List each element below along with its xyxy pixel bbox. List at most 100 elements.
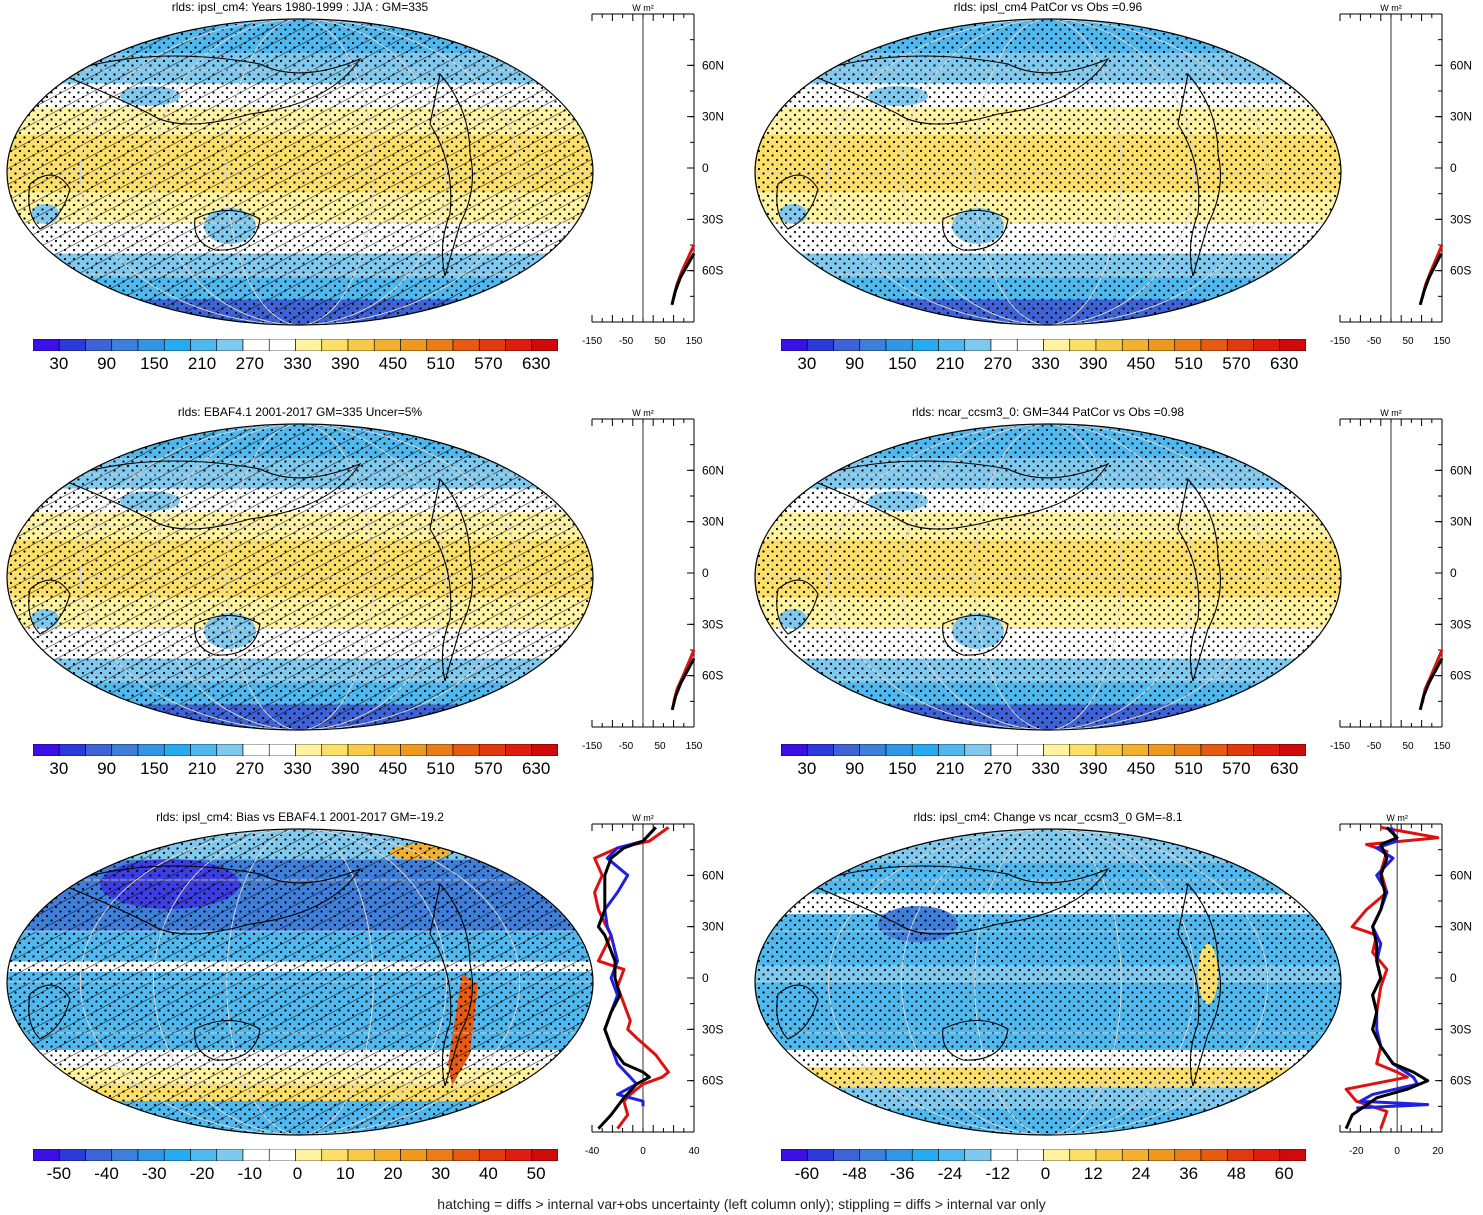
map-title: rlds: ipsl_cm4: Change vs ncar_ccsm3_0 G… <box>913 810 1183 824</box>
colorbar-label: 330 <box>1031 759 1060 778</box>
colorbar-cell <box>1226 339 1254 351</box>
colorbar-cell <box>859 1149 887 1161</box>
colorbar-cell <box>1279 1149 1306 1161</box>
colorbar-label: -48 <box>842 1164 867 1183</box>
world-map <box>754 18 1342 326</box>
profile-xtick-label: -150 <box>1330 741 1350 752</box>
colorbar-label: 60 <box>1274 1164 1294 1183</box>
map-title: rlds: ipsl_cm4: Bias vs EBAF4.1 2001-201… <box>156 810 444 824</box>
zonal-mean-profile: -150 -50 50 150 60N 30N 0 30S 60S W m² <box>582 3 724 347</box>
profile-lat-label: 60N <box>1450 868 1472 882</box>
colorbar-label: 210 <box>187 759 217 778</box>
colorbar-cell <box>806 1149 834 1161</box>
colorbar-cell <box>137 339 165 351</box>
colorbar-cell <box>216 339 244 351</box>
profile-xtick-label: -50 <box>619 741 634 752</box>
colorbar-cell <box>347 339 375 351</box>
profile-lat-label: 0 <box>1450 971 1457 985</box>
profile-unit-label: W m² <box>632 408 654 418</box>
colorbar-cell <box>1253 339 1281 351</box>
colorbar-cell <box>505 339 533 351</box>
profile-lat-label: 30N <box>1450 110 1472 124</box>
profile-xtick-label: -50 <box>1367 741 1382 752</box>
colorbar-cell <box>1253 1149 1281 1161</box>
colorbar-label: 450 <box>1126 759 1156 778</box>
colorbar-cell <box>1174 1149 1202 1161</box>
profile-lat-label: 30S <box>702 212 723 226</box>
colorbar-cell <box>321 1149 349 1161</box>
panel-ipsl-change: rlds: ipsl_cm4: Change vs ncar_ccsm3_0 G… <box>748 810 1483 1215</box>
profile-xtick-label: -150 <box>1330 336 1350 347</box>
longitude-gridline <box>79 424 521 730</box>
colorbar-cell <box>885 744 913 756</box>
colorbar-cell <box>859 744 887 756</box>
longitude-gridline <box>79 829 521 1135</box>
coastline <box>776 579 819 635</box>
colorbar-cell <box>190 1149 218 1161</box>
colorbar-label: -24 <box>937 1164 963 1183</box>
colorbar-cell <box>1095 744 1123 756</box>
coastline <box>194 615 261 656</box>
profile-series-line <box>1356 826 1430 1110</box>
colorbar-label: 90 <box>845 354 865 373</box>
profile-lat-label: 30N <box>1450 920 1472 934</box>
stippling <box>755 19 1341 325</box>
colorbar-cell <box>452 339 480 351</box>
colorbar-cell <box>806 744 834 756</box>
colorbar-cell <box>1016 1149 1044 1161</box>
coastline <box>1177 477 1221 682</box>
colorbar-cell <box>1200 339 1228 351</box>
colorbar-cell <box>478 744 506 756</box>
colorbar-cell <box>400 744 428 756</box>
longitude-gridline <box>827 424 1269 730</box>
colorbar-cell <box>990 1149 1018 1161</box>
colorbar-cell <box>85 1149 113 1161</box>
colorbar-labels: 30 90 150 210 270 330 390 450 510 570 630 <box>781 354 1306 378</box>
colorbar-cell <box>911 339 939 351</box>
profile-series-line <box>1344 826 1430 1130</box>
colorbar-cell <box>242 744 270 756</box>
colorbar-cell <box>1043 1149 1071 1161</box>
colorbar-cell <box>268 1149 296 1161</box>
profile-lat-label: 60S <box>1450 1074 1471 1088</box>
panel-ipsl-patcor: rlds: ipsl_cm4 PatCor vs Obs =0.96 30 90 1… <box>748 0 1483 405</box>
map-border <box>754 18 1342 326</box>
longitude-gridline <box>226 829 374 1135</box>
world-map <box>754 423 1342 731</box>
colorbar-cell <box>1174 744 1202 756</box>
colorbar-label: 20 <box>383 1164 403 1183</box>
map-field <box>755 424 1341 730</box>
profile-lat-label: 30N <box>1450 515 1472 529</box>
colorbar-cell <box>1043 339 1071 351</box>
colorbar-cell <box>531 1149 558 1161</box>
colorbar-cell <box>833 744 861 756</box>
colorbar-label: 90 <box>97 759 117 778</box>
profile-lat-label: 60N <box>1450 58 1472 72</box>
stippling <box>755 829 1341 1135</box>
profile-xtick-label: 0 <box>640 1146 646 1157</box>
colorbar-label: 270 <box>235 759 264 778</box>
profile-lat-label: 60S <box>702 1074 723 1088</box>
colorbar-label: 30 <box>797 354 817 373</box>
colorbar-cell <box>938 1149 966 1161</box>
colorbar-cell <box>321 744 349 756</box>
map-border <box>754 828 1342 1136</box>
panel-ebaf-observations: rlds: EBAF4.1 2001-2017 GM=335 Uncer=5% … <box>0 405 741 810</box>
colorbar-label: 330 <box>283 759 312 778</box>
colorbar-label: 630 <box>1269 354 1299 373</box>
colorbar-label: -60 <box>794 1164 820 1183</box>
coastline <box>776 984 819 1040</box>
profile-xtick-label: 50 <box>654 741 666 752</box>
colorbar-label: 570 <box>1222 354 1251 373</box>
colorbar-cell <box>111 339 139 351</box>
colorbar-label: -12 <box>985 1164 1011 1183</box>
colorbar-cell <box>242 1149 270 1161</box>
profile-xtick-label: 20 <box>1432 1146 1444 1157</box>
profile-lat-label: 30S <box>1450 212 1471 226</box>
colorbar <box>33 1149 558 1161</box>
longitude-gridline <box>226 424 374 730</box>
profile-xtick-label: 50 <box>654 336 666 347</box>
colorbar-cell <box>1043 744 1071 756</box>
profile-lat-label: 60S <box>702 264 723 278</box>
panel-ipsl-climatology: rlds: ipsl_cm4: Years 1980-1999 : JJA : … <box>0 0 741 405</box>
